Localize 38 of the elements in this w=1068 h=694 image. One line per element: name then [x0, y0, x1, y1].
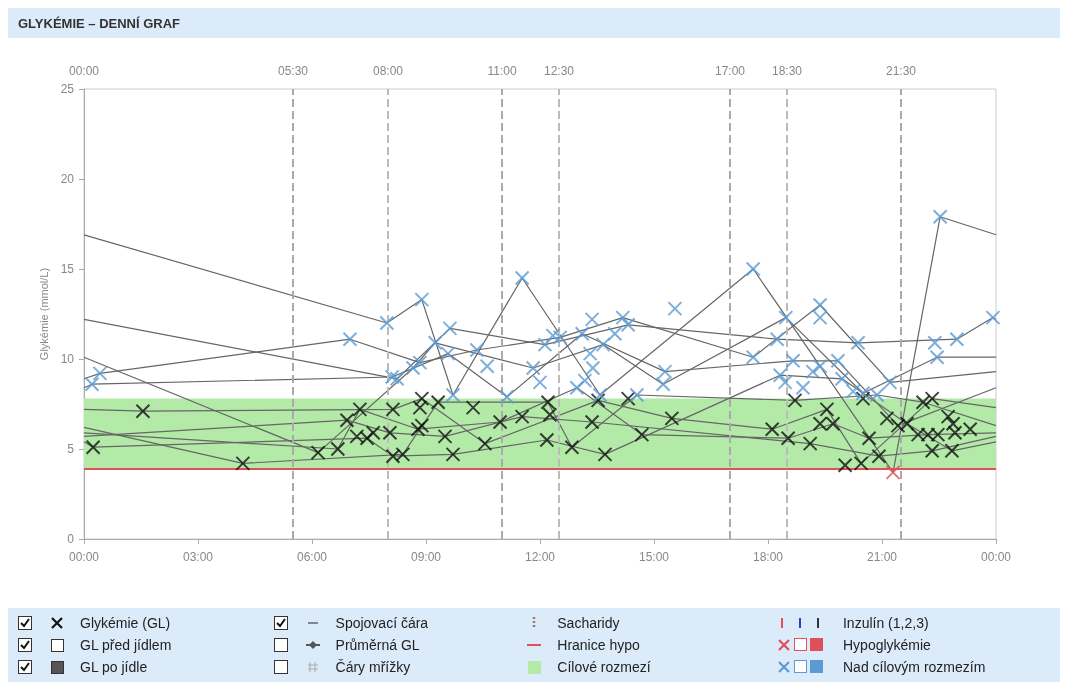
y-tick-label: 25	[60, 82, 75, 96]
legend-label: Hranice hypo	[557, 637, 640, 653]
x2-tick-label: 17:00	[714, 64, 746, 78]
y-tick-label: 20	[60, 172, 75, 186]
x2-tick-label: 11:00	[487, 64, 517, 78]
y-axis-title: Glykémie (mmol/L)	[38, 267, 51, 361]
y-tick-label: 10	[60, 352, 75, 366]
x2-tick-label: 18:30	[771, 64, 803, 78]
x-tick-label: 12:00	[524, 550, 556, 564]
x2-tick-label: 05:30	[277, 64, 309, 78]
text: GL před jídlem	[80, 637, 172, 653]
line-series	[83, 216, 997, 473]
x-tick-label: 03:00	[182, 550, 214, 564]
text: Sacharidy	[557, 615, 620, 631]
text: Inzulín (1,2,3)	[842, 615, 929, 631]
x-tick-label: 06:00	[296, 550, 328, 564]
x-tick-label: 00:00	[68, 550, 100, 564]
x-tick-label: 18:00	[752, 550, 784, 564]
legend-label: Hypoglykémie	[842, 637, 931, 653]
y-tick-label: 15	[60, 262, 75, 276]
text: Průměrná GL	[335, 637, 420, 653]
legend-label: Spojovací čára	[335, 615, 429, 631]
chart-title: GLYKÉMIE – DENNÍ GRAF	[8, 8, 1060, 38]
x-tick-label: 09:00	[410, 550, 442, 564]
x-tick-label: 21:00	[866, 550, 898, 564]
legend-label: Cílové rozmezí	[557, 659, 651, 675]
x2-tick-label: 00:00	[68, 64, 100, 78]
x2-tick-label: 08:00	[372, 64, 404, 78]
x-tick-label: 15:00	[638, 550, 670, 564]
legend-label: Nad cílovým rozmezím	[842, 659, 986, 675]
legend-label: Glykémie (GL)	[80, 615, 171, 631]
x-tick-label: 00:00	[980, 550, 1012, 564]
text: Čáry mřížky	[335, 659, 411, 675]
x2-tick-label: 21:30	[885, 64, 917, 78]
y-tick-label: 5	[67, 442, 75, 456]
x2-tick-label: 12:30	[543, 64, 575, 78]
y-tick-label: 0	[67, 532, 75, 546]
text: GL po jídle	[80, 659, 148, 675]
